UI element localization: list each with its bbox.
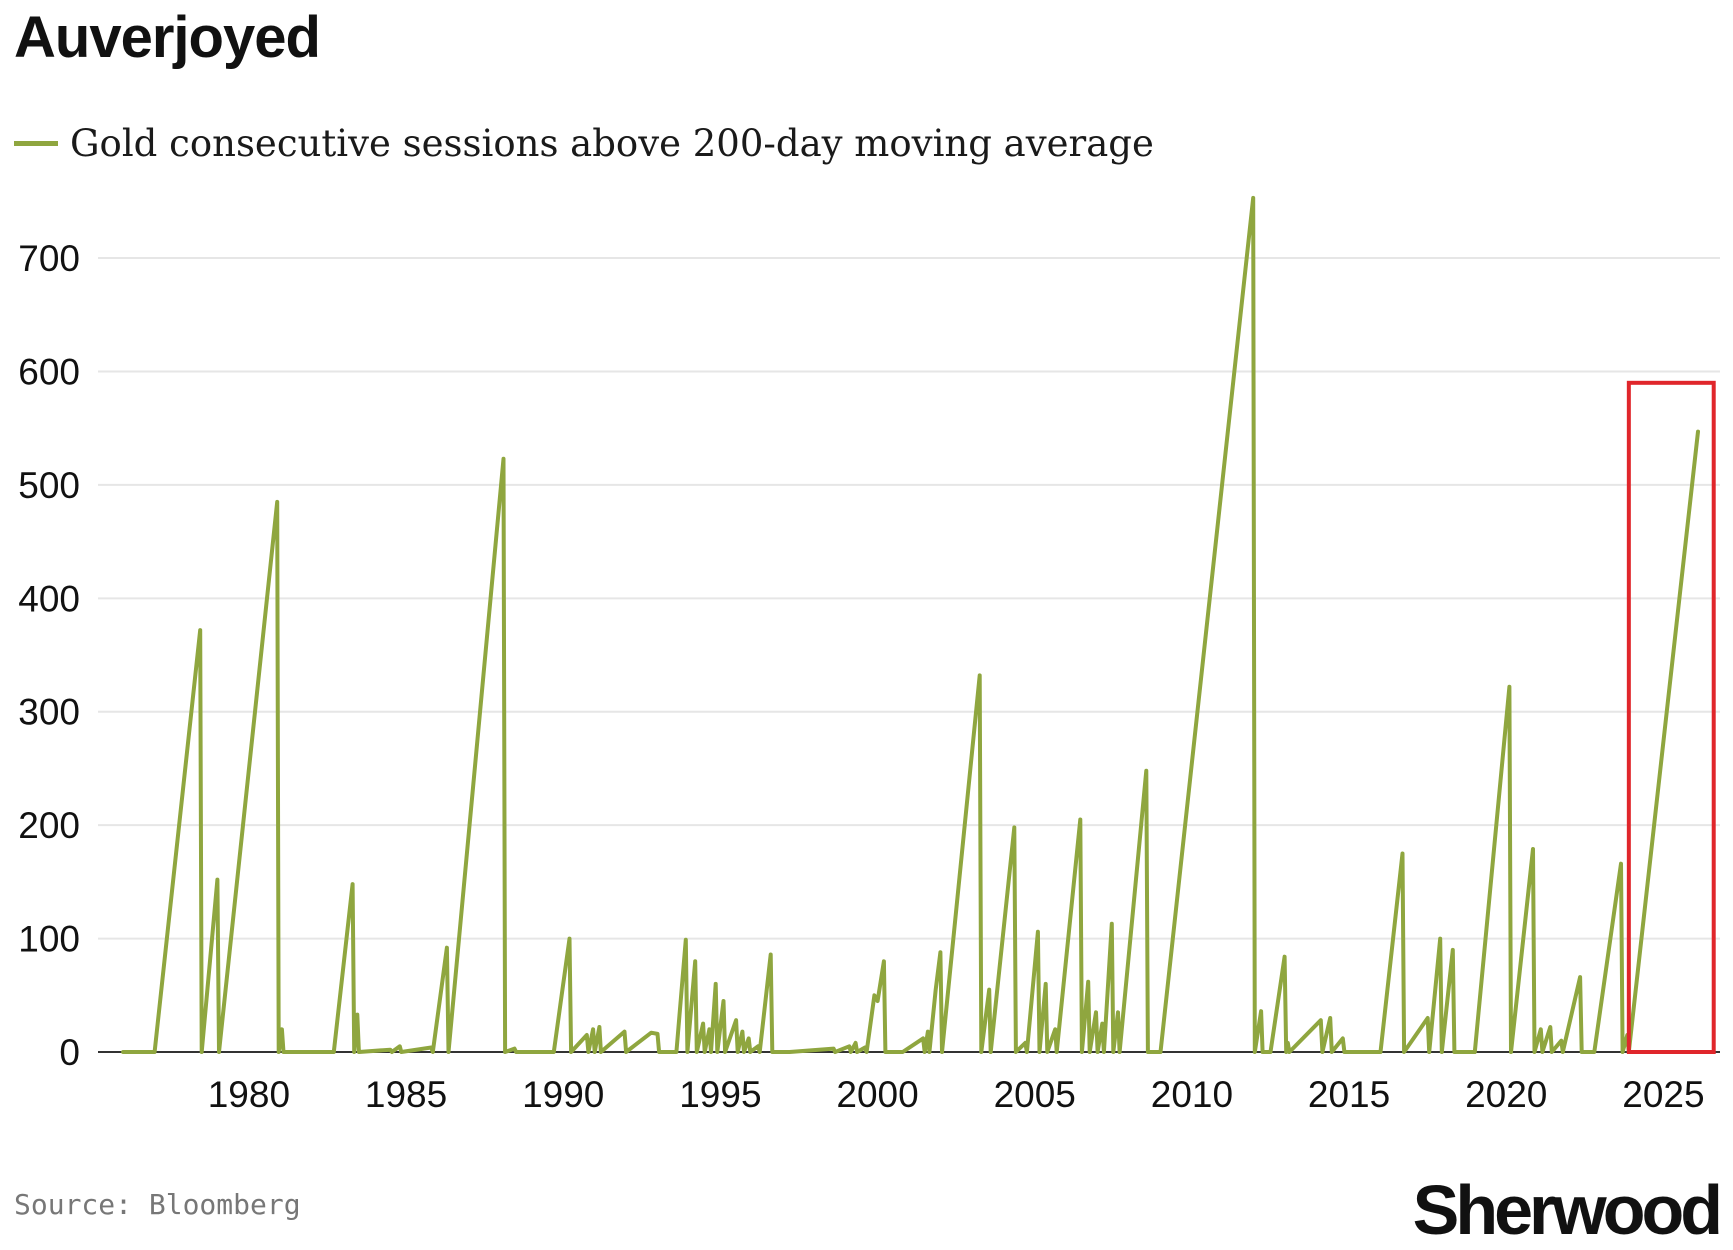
- y-tick-label: 600: [18, 351, 80, 392]
- x-tick-label: 2015: [1308, 1074, 1390, 1115]
- x-tick-label: 2025: [1622, 1074, 1704, 1115]
- series-layer: [121, 195, 1700, 1054]
- x-tick-label: 1980: [208, 1074, 290, 1115]
- legend-swatch: [14, 140, 58, 146]
- x-tick-label: 2000: [836, 1074, 918, 1115]
- chart-title: Auverjoyed: [14, 5, 321, 70]
- x-tick-label: 2005: [994, 1074, 1076, 1115]
- y-tick-label: 100: [18, 919, 80, 960]
- legend-label: Gold consecutive sessions above 200-day …: [70, 121, 1154, 165]
- y-tick-label: 700: [18, 238, 80, 279]
- legend: Gold consecutive sessions above 200-day …: [14, 118, 1154, 168]
- y-tick-label: 300: [18, 692, 80, 733]
- x-tick-label: 1985: [365, 1074, 447, 1115]
- brand-logo: Sherwood: [1412, 1171, 1723, 1249]
- y-tick-label: 400: [18, 578, 80, 619]
- y-axis-ticks: 0 100 200 300 400 500 600 700: [18, 238, 80, 1073]
- series-line-0: [121, 195, 1700, 1054]
- x-tick-label: 1990: [522, 1074, 604, 1115]
- y-tick-label: 200: [18, 805, 80, 846]
- x-axis-ticks: 1980 1985 1990 1995 2000 2005 2010 2015 2020 2025: [208, 1074, 1705, 1115]
- x-tick-label: 2020: [1465, 1074, 1547, 1115]
- y-tick-label: 0: [59, 1032, 80, 1073]
- y-tick-label: 500: [18, 465, 80, 506]
- x-tick-label: 1995: [679, 1074, 761, 1115]
- source-note: Source: Bloomberg: [14, 1188, 301, 1221]
- highlight-box: [1626, 380, 1716, 1054]
- gridlines: [98, 257, 1720, 940]
- x-tick-label: 2010: [1151, 1074, 1233, 1115]
